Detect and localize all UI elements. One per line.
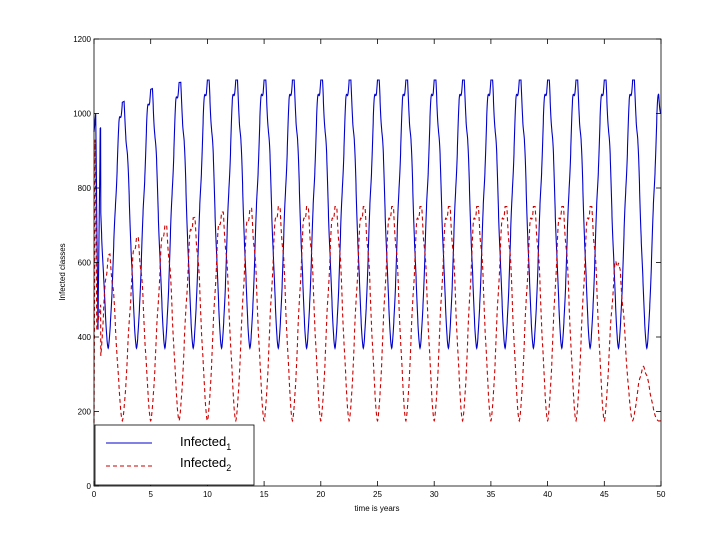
y-tick-label: 1000 [73,110,91,119]
series-layer [93,79,662,423]
series-line-infected-2 [93,139,661,423]
y-tick-label: 0 [87,482,92,491]
legend-box [94,424,255,486]
legend-label-infected-2-name: Infected [180,455,226,470]
x-tick-label: 50 [657,490,666,499]
x-tick-label: 40 [543,490,552,499]
x-tick-label: 0 [92,490,97,499]
y-tick-label: 400 [78,333,92,342]
legend: Infected1 Infected2 [94,424,255,486]
x-tick-label: 35 [486,490,495,499]
x-tick-label: 10 [203,490,212,499]
y-tick-label: 1200 [73,35,91,44]
ticks-layer: 0 5 10 15 20 25 30 35 40 45 50 0 200 400 600 800 1000 120… [73,35,666,499]
y-tick-label: 800 [78,184,92,193]
series-line-infected-1 [93,79,662,350]
x-tick-label: 25 [373,490,382,499]
legend-label-infected-2: Infected2 [180,455,231,473]
x-tick-label: 5 [148,490,153,499]
x-axis-label: time is years [355,504,400,513]
legend-label-infected-1-name: Infected [180,434,226,449]
x-tick-label: 45 [600,490,609,499]
y-axis-label: Infected classes [58,243,67,300]
legend-label-infected-1: Infected1 [180,434,231,452]
legend-label-infected-2-subscript: 2 [226,463,231,473]
legend-label-infected-1-subscript: 1 [226,442,231,452]
y-tick-label: 600 [78,259,92,268]
y-tick-label: 200 [78,408,92,417]
x-tick-label: 15 [260,490,269,499]
x-tick-label: 30 [430,490,439,499]
x-tick-label: 20 [316,490,325,499]
